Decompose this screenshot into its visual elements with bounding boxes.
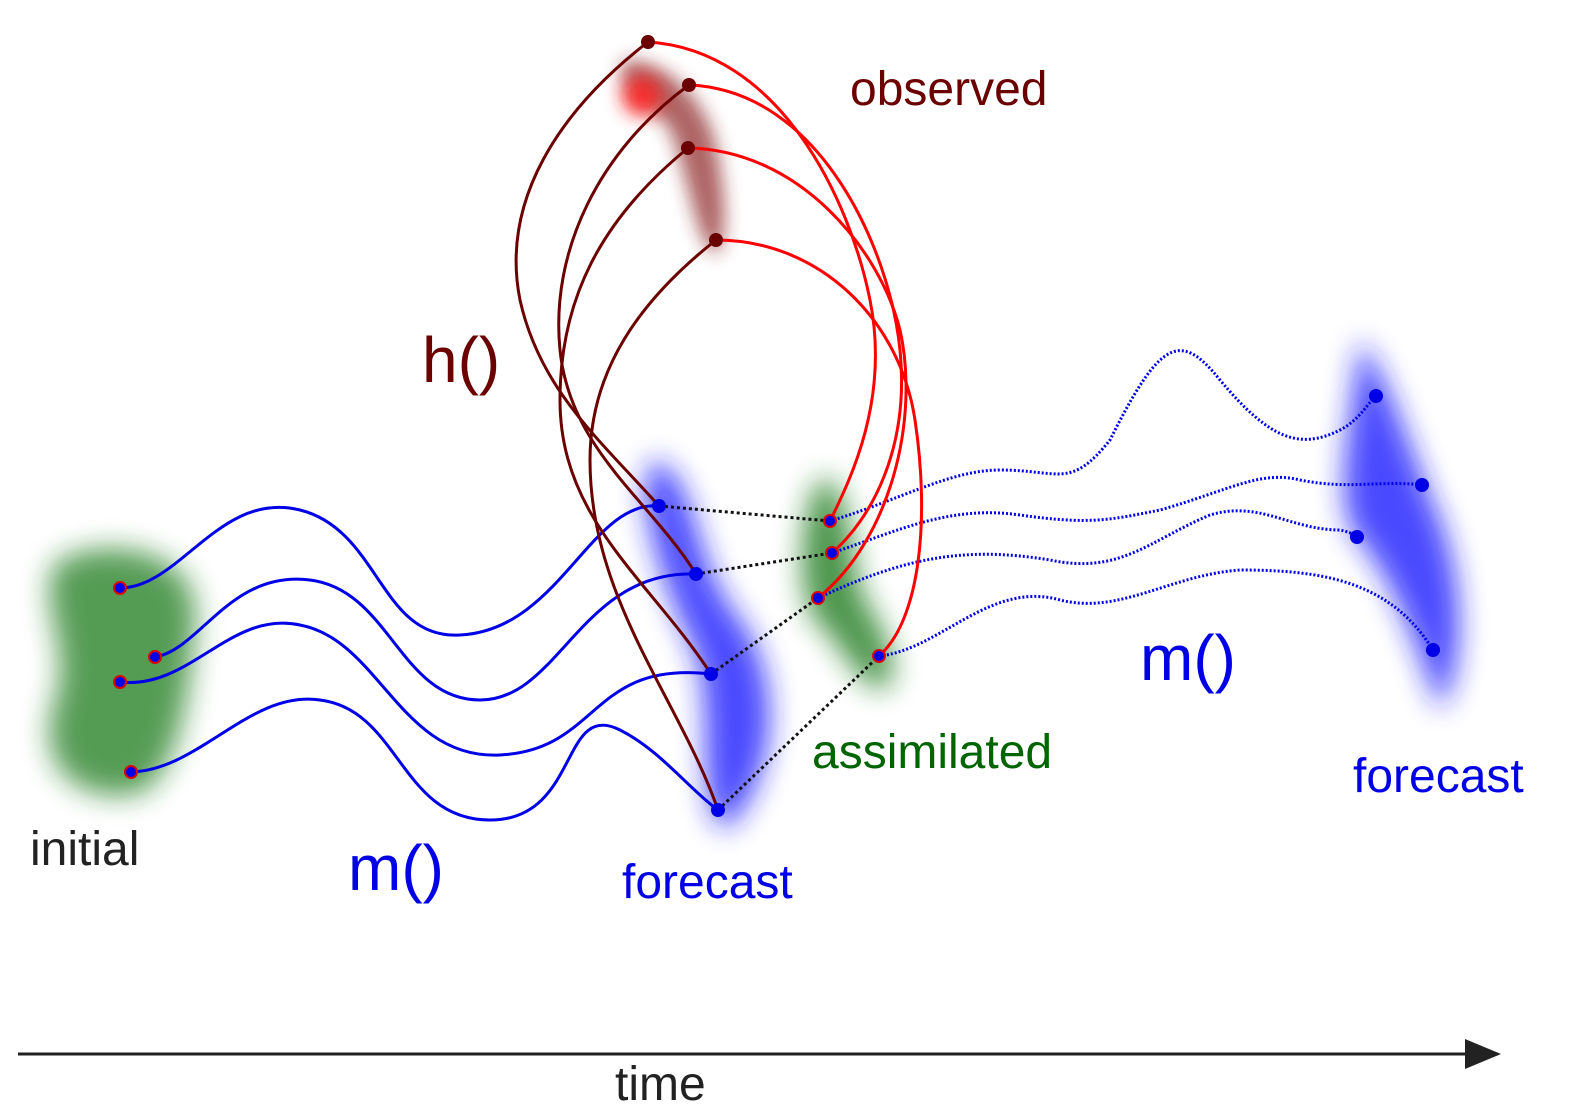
label: forecast xyxy=(1353,750,1524,803)
model-lines xyxy=(119,504,719,822)
label: time xyxy=(615,1058,706,1106)
update-lines xyxy=(658,504,881,812)
label: m() xyxy=(1140,622,1236,694)
blobs xyxy=(49,60,1459,830)
forecast-points xyxy=(652,389,1440,817)
points xyxy=(113,514,886,779)
observation-lines xyxy=(514,40,720,811)
label: h() xyxy=(422,324,500,396)
label: assimilated xyxy=(812,726,1052,779)
model-lines-dotted xyxy=(817,349,1435,658)
label: forecast xyxy=(622,856,793,909)
observed-points xyxy=(641,35,723,247)
label: initial xyxy=(30,823,139,876)
assimilation-lines xyxy=(647,40,924,658)
label: m() xyxy=(348,832,444,904)
label: observed xyxy=(850,63,1047,116)
